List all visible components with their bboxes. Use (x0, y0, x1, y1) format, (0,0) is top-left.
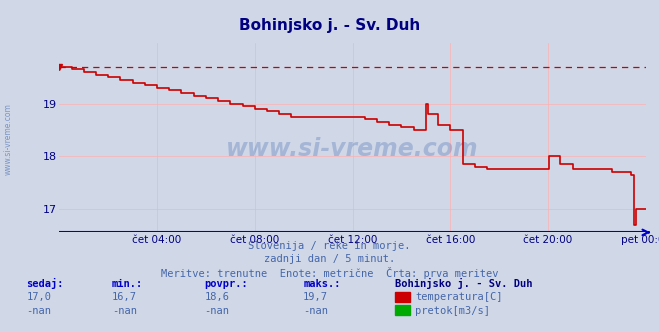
Text: -nan: -nan (204, 306, 229, 316)
Text: www.si-vreme.com: www.si-vreme.com (226, 137, 479, 161)
Text: zadnji dan / 5 minut.: zadnji dan / 5 minut. (264, 254, 395, 264)
Text: -nan: -nan (26, 306, 51, 316)
Text: pretok[m3/s]: pretok[m3/s] (415, 306, 490, 316)
Text: -nan: -nan (112, 306, 137, 316)
Text: Meritve: trenutne  Enote: metrične  Črta: prva meritev: Meritve: trenutne Enote: metrične Črta: … (161, 267, 498, 279)
Text: -nan: -nan (303, 306, 328, 316)
Text: min.:: min.: (112, 279, 143, 289)
Text: Bohinjsko j. - Sv. Duh: Bohinjsko j. - Sv. Duh (395, 278, 533, 289)
Text: Bohinjsko j. - Sv. Duh: Bohinjsko j. - Sv. Duh (239, 18, 420, 33)
Text: 16,7: 16,7 (112, 292, 137, 302)
Text: povpr.:: povpr.: (204, 279, 248, 289)
Text: sedaj:: sedaj: (26, 278, 64, 289)
Text: temperatura[C]: temperatura[C] (415, 292, 503, 302)
Text: www.si-vreme.com: www.si-vreme.com (3, 104, 13, 175)
Text: Slovenija / reke in morje.: Slovenija / reke in morje. (248, 241, 411, 251)
Text: 18,6: 18,6 (204, 292, 229, 302)
Text: maks.:: maks.: (303, 279, 341, 289)
Text: 19,7: 19,7 (303, 292, 328, 302)
Text: 17,0: 17,0 (26, 292, 51, 302)
